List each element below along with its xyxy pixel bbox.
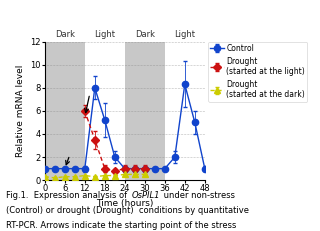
X-axis label: Time (hours): Time (hours): [96, 199, 154, 208]
Text: under non-stress: under non-stress: [161, 191, 235, 200]
Bar: [45, 42, 85, 180]
Text: RT-PCR. Arrows indicate the starting point of the stress: RT-PCR. Arrows indicate the starting poi…: [6, 221, 237, 230]
Text: Dark: Dark: [135, 30, 155, 39]
Text: (Control) or drought (Drought)  conditions by quantitative: (Control) or drought (Drought) condition…: [6, 206, 249, 215]
Legend: Control, Drought
(started at the light), Drought
(started at the dark): Control, Drought (started at the light),…: [208, 42, 308, 102]
Text: Fig.1.  Expression analysis of: Fig.1. Expression analysis of: [6, 191, 130, 200]
Text: OsPIL1: OsPIL1: [132, 191, 160, 200]
Y-axis label: Relative mRNA level: Relative mRNA level: [16, 65, 25, 157]
Text: Dark: Dark: [55, 30, 75, 39]
Text: Light: Light: [94, 30, 115, 39]
Text: Light: Light: [174, 30, 195, 39]
Bar: [125, 42, 165, 180]
